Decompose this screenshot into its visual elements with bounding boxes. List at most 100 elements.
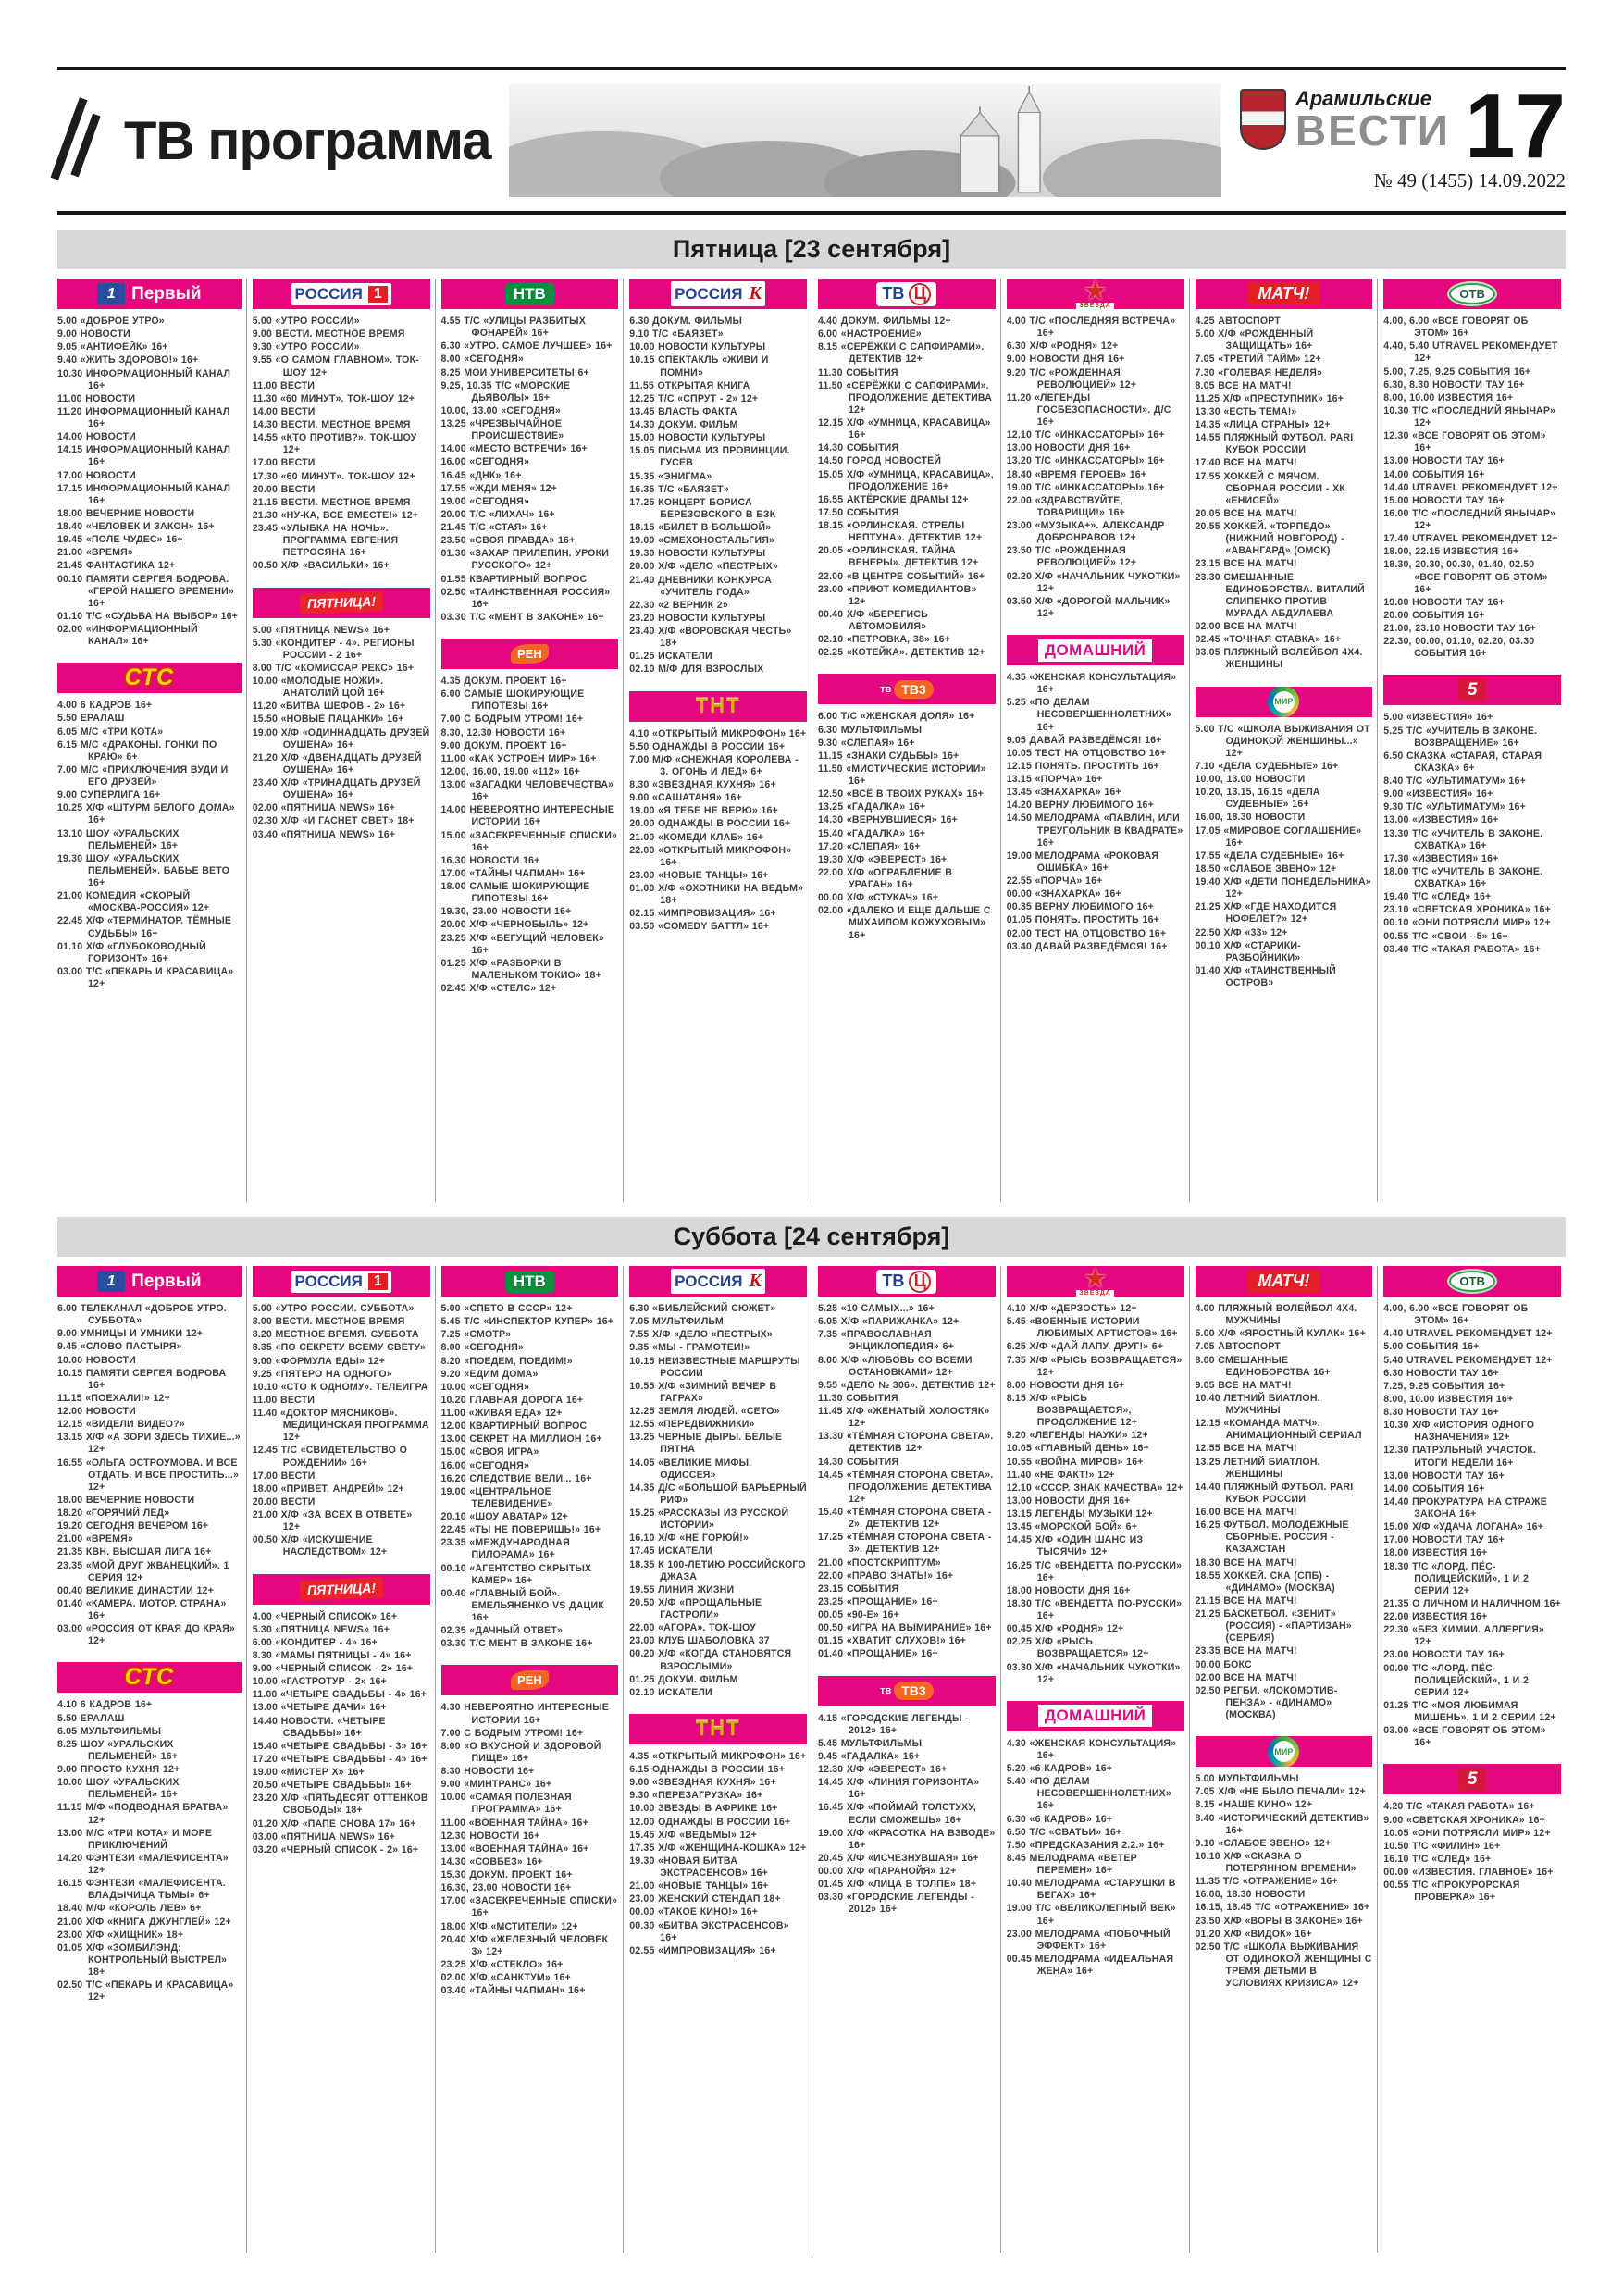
program-item: 01.05 Х/Ф «ЗОМБИЛЭНД: КОНТРОЛЬНЫЙ ВЫСТРЕ… bbox=[57, 1942, 228, 1978]
program-item: 4.40 ДОКУМ. ФИЛЬМЫ 12+ bbox=[818, 316, 951, 327]
channel-block-perviy: 1 Первый 6.00 ТЕЛЕКАНАЛ «ДОБРОЕ УТРО. СУББ… bbox=[57, 1266, 242, 1647]
program-item: 10.00 ЗВЕЗДЫ В АФРИКЕ 16+ bbox=[629, 1803, 778, 1815]
program-item: 13.30 «ТЁМНАЯ СТОРОНА СВЕТА». ДЕТЕКТИВ 1… bbox=[818, 1431, 994, 1455]
program-item: 02.10 М/Ф ДЛЯ ВЗРОСЛЫХ bbox=[629, 664, 764, 676]
program-item: 14.50 ГОРОД НОВОСТЕЙ bbox=[818, 455, 942, 467]
program-item: 13.00 СЕКРЕТ НА МИЛЛИОН 16+ bbox=[440, 1433, 602, 1446]
program-item: 14.40 ПЛЯЖНЫЙ ФУТБОЛ. PARI КУБОК РОССИИ bbox=[1195, 1481, 1354, 1505]
channel-block-tvc: ТВ Ц 4.40 ДОКУМ. ФИЛЬМЫ 12+ 6.00 «НАСТРОЕНИ… bbox=[818, 279, 996, 659]
program-item: 23.30 СМЕШАННЫЕ ЕДИНОБОРСТВА. ВИТАЛИЙ СЛ… bbox=[1195, 571, 1365, 619]
program-item: 8.15 «НАШЕ КИНО» 12+ bbox=[1195, 1799, 1313, 1811]
program-item: 03.40 Т/С «ТАКАЯ РАБОТА» 16+ bbox=[1383, 943, 1541, 955]
program-item: 10.05 ТЕСТ НА ОТЦОВСТВО 16+ bbox=[1006, 747, 1167, 759]
program-item: 7.25, 9.25 СОБЫТИЯ 16+ bbox=[1383, 1380, 1505, 1392]
channel-block-sts: СТС 4.10 6 КАДРОВ 16+ 5.50 ЕРАЛАШ 6.05 МУЛЬ… bbox=[57, 1662, 242, 2004]
program-item: 14.55 «КТО ПРОТИВ?». ТОК-ШОУ 12+ bbox=[252, 432, 417, 456]
program-item: 18.30 Т/С «ВЕНДЕТТА ПО-РУССКИ» 16+ bbox=[1006, 1597, 1183, 1621]
program-item: 21.00 «ПОСТСКРИПТУМ» bbox=[818, 1557, 941, 1569]
program-item: 13.10 ШОУ «УРАЛЬСКИХ ПЕЛЬМЕНЕЙ» 16+ bbox=[57, 827, 180, 851]
program-item: 14.15 ИНФОРМАЦИОННЫЙ КАНАЛ 16+ bbox=[57, 444, 231, 468]
program-item: 03.30 Т/С «МЕНТ В ЗАКОНЕ» 16+ bbox=[440, 611, 604, 623]
five-logo-icon: 5 bbox=[1458, 1768, 1487, 1792]
channel-block-ntv: НТВ 5.00 «СПЕТО В СССР» 12+ 5.45 Т/С «ИНСП… bbox=[440, 1266, 619, 1650]
program-item: 7.00 С БОДРЫМ УТРОМ! 16+ bbox=[440, 1727, 584, 1739]
program-item: 15.05 Х/Ф «УМНИЦА, КРАСАВИЦА», ПРОДОЛЖЕН… bbox=[818, 468, 994, 492]
program-item: 18.40 «ЧЕЛОВЕК И ЗАКОН» 16+ bbox=[57, 521, 215, 532]
ntv-logo-icon: НТВ bbox=[504, 1270, 554, 1293]
program-item: 13.00 НОВОСТИ ДНЯ 16+ bbox=[1006, 1495, 1131, 1507]
channel-block-rossiyak: РОССИЯ К 6.30 «БИБЛЕЙСКИЙ СЮЖЕТ» 7.05 МУЛЬТ… bbox=[629, 1266, 807, 1699]
channel-header-five: 5 bbox=[1383, 1764, 1561, 1795]
program-item: 7.35 Х/Ф «РЫСЬ ВОЗВРАЩАЕТСЯ» 12+ bbox=[1006, 1354, 1183, 1378]
program-item: 19.30 ШОУ «УРАЛЬСКИХ ПЕЛЬМЕНЕЙ». БАБЬЕ В… bbox=[57, 852, 230, 888]
program-item: 8.00 «СЕГОДНЯ» bbox=[440, 1342, 524, 1354]
program-item: 03.20 «ЧЕРНЫЙ СПИСОК - 2» 16+ bbox=[252, 1843, 419, 1855]
zvezda-logo-icon: ★ ЗВЕЗДА bbox=[1076, 279, 1114, 309]
program-item: 15.00 «СВОЯ ИГРА» bbox=[440, 1446, 539, 1458]
program-item: 10.00 «МОЛОДЫЕ НОЖИ». АНАТОЛИЙ ЦОЙ 16+ bbox=[252, 676, 385, 700]
channel-block-match: МАТЧ! 4.00 ПЛЯЖНЫЙ ВОЛЕЙБОЛ 4Х4. МУЖЧИНЫ 5… bbox=[1195, 1266, 1373, 1721]
program-item: 14.55 ПЛЯЖНЫЙ ФУТБОЛ. PARI КУБОК РОССИИ bbox=[1195, 432, 1354, 456]
program-item: 11.30 СОБЫТИЯ bbox=[818, 366, 898, 379]
program-item: 10.25 Х/Ф «ШТУРМ БЕЛОГО ДОМА» 16+ bbox=[57, 802, 235, 826]
program-item: 8.00 «СЕГОДНЯ» bbox=[440, 354, 524, 366]
program-item: 20.05 ВСЕ НА МАТЧ! bbox=[1195, 507, 1297, 519]
program-item: 12.25 Т/С «СПРУТ - 2» 12+ bbox=[629, 392, 759, 404]
program-item: 12.30 «ВСЕ ГОВОРЯТ ОБ ЭТОМ» 16+ bbox=[1383, 430, 1546, 454]
program-item: 22.00 «ОТКРЫТЫЙ МИКРОФОН» 16+ bbox=[629, 844, 792, 868]
channel-column: РОССИЯ 1 5.00 «УТРО РОССИИ. СУББОТА» 8.00 В… bbox=[245, 1266, 435, 2253]
program-item: 15.30 ДОКУМ. ПРОЕКТ 16+ bbox=[440, 1869, 573, 1880]
program-item: 21.00 «НОВЫЕ ТАНЦЫ» 16+ bbox=[629, 1880, 769, 1893]
program-item: 02.00 ВСЕ НА МАТЧ! bbox=[1195, 621, 1297, 632]
program-item: 15.00 Х/Ф «УДАЧА ЛОГАНА» 16+ bbox=[1383, 1521, 1544, 1533]
program-item: 17.00 ВЕСТИ bbox=[252, 457, 316, 469]
program-item: 5.50 ЕРАЛАШ bbox=[57, 713, 125, 725]
program-item: 10.00 «СЕГОДНЯ» bbox=[440, 1381, 529, 1393]
program-item: 20.00 Т/С «ЛИХАЧ» 16+ bbox=[440, 508, 555, 520]
program-item: 00.20 Х/Ф «КОГДА СТАНОВЯТСЯ ВЗРОСЛЫМИ» bbox=[629, 1648, 792, 1672]
program-item: 12.00, 16.00, 19.00 «112» 16+ bbox=[440, 765, 580, 777]
program-item: 13.25 «ГАДАЛКА» 16+ bbox=[818, 801, 926, 813]
channel-header-sts: СТС bbox=[57, 1662, 242, 1694]
program-item: 18.00 ИЗВЕСТИЯ 16+ bbox=[1383, 1547, 1488, 1559]
program-item: 02.00 ВСЕ НА МАТЧ! bbox=[1195, 1671, 1297, 1683]
program-item: 23.00 Х/Ф «ХИЩНИК» 18+ bbox=[57, 1929, 184, 1941]
program-item: 11.00 ВЕСТИ bbox=[252, 379, 315, 391]
program-item: 8.40 Т/С «УЛЬТИМАТУМ» 16+ bbox=[1383, 776, 1526, 787]
coat-of-arms-icon bbox=[1239, 89, 1286, 151]
program-item: 14.00 НОВОСТИ bbox=[57, 431, 136, 443]
channel-header-zvezda: ★ ЗВЕЗДА bbox=[1006, 279, 1184, 309]
program-item: 17.25 «ТЁМНАЯ СТОРОНА СВЕТА - 3». ДЕТЕКТ… bbox=[818, 1532, 992, 1556]
program-item: 9.55 «О САМОМ ГЛАВНОМ». ТОК-ШОУ 12+ bbox=[252, 354, 419, 379]
program-item: 02.50 «ТАИНСТВЕННАЯ РОССИЯ» 16+ bbox=[440, 586, 611, 610]
program-item: 17.55 «ЖДИ МЕНЯ» 12+ bbox=[440, 482, 557, 494]
program-item: 11.45 Х/Ф «ЖЕНАТЫЙ ХОЛОСТЯК» 12+ bbox=[818, 1406, 990, 1430]
program-item: 9.00 УМНИЦЫ И УМНИКИ 12+ bbox=[57, 1328, 204, 1340]
program-item: 5.00 Т/С «ШКОЛА ВЫЖИВАНИЯ ОТ ОДИНОКОЙ ЖЕ… bbox=[1195, 723, 1370, 759]
program-item: 02.55 «ИМПРОВИЗАЦИЯ» 16+ bbox=[629, 1944, 776, 1956]
program-item: 12.30 Х/Ф «ЭВЕРЕСТ» 16+ bbox=[818, 1764, 948, 1775]
program-item: 6.50 СКАЗКА «СТАРАЯ, СТАРАЯ СКАЗКА» 6+ bbox=[1383, 750, 1542, 774]
zvezda-logo-icon: ★ ЗВЕЗДА bbox=[1076, 1266, 1114, 1297]
program-item: 17.55 ХОККЕЙ С МЯЧОМ. СБОРНАЯ РОССИИ - Х… bbox=[1195, 470, 1345, 506]
program-item: 01.25 Х/Ф «РАЗБОРКИ В МАЛЕНЬКОМ ТОКИО» 1… bbox=[440, 957, 601, 981]
program-item: 5.00, 7.25, 9.25 СОБЫТИЯ 16+ bbox=[1383, 366, 1531, 378]
program-item: 23.10 «СВЕТСКАЯ ХРОНИКА» 16+ bbox=[1383, 904, 1551, 916]
program-item: 20.00 ОДНАЖДЫ В РОССИИ 16+ bbox=[629, 818, 791, 830]
program-item: 17.00 «ТАЙНЫ ЧАПМАН» 16+ bbox=[440, 867, 586, 879]
program-item: 00.10 «АГЕНТСТВО СКРЫТЫХ КАМЕР» 16+ bbox=[440, 1562, 592, 1586]
program-item: 17.25 КОНЦЕРТ БОРИСА БЕРЕЗОВСКОГО В БЗК bbox=[629, 496, 776, 520]
channel-header-mir: МИР bbox=[1195, 686, 1373, 717]
program-item: 02.35 «ДАЧНЫЙ ОТВЕТ» bbox=[440, 1625, 564, 1637]
program-item: 03.50 Х/Ф «ДОРОГОЙ МАЛЬЧИК» 12+ bbox=[1006, 595, 1171, 619]
program-item: 7.05 МУЛЬТФИЛЬМ bbox=[629, 1316, 724, 1328]
program-item: 5.40 «ПО ДЕЛАМ НЕСОВЕРШЕННОЛЕТНИХ» 16+ bbox=[1006, 1776, 1171, 1812]
program-item: 12.15 «КОМАНДА МАТЧ». АНИМАЦИОННЫЙ СЕРИА… bbox=[1195, 1418, 1362, 1442]
channel-header-match: МАТЧ! bbox=[1195, 1266, 1373, 1297]
program-item: 03.00 «ПЯТНИЦА NEWS» 16+ bbox=[252, 1831, 396, 1843]
program-item: 19.00 «МИСТЕР Х» 16+ bbox=[252, 1767, 365, 1778]
channel-column: ТВ Ц 4.40 ДОКУМ. ФИЛЬМЫ 12+ 6.00 «НАСТРОЕНИ… bbox=[812, 279, 1000, 1202]
channel-block-domashniy: ДОМАШНИЙ 4.30 «ЖЕНСКАЯ КОНСУЛЬТАЦИЯ» 16+ 5… bbox=[1006, 1700, 1184, 1978]
program-item: 01.55 КВАРТИРНЫЙ ВОПРОС bbox=[440, 573, 588, 585]
program-item: 9.00 ВЕСТИ. МЕСТНОЕ ВРЕМЯ bbox=[252, 329, 405, 341]
